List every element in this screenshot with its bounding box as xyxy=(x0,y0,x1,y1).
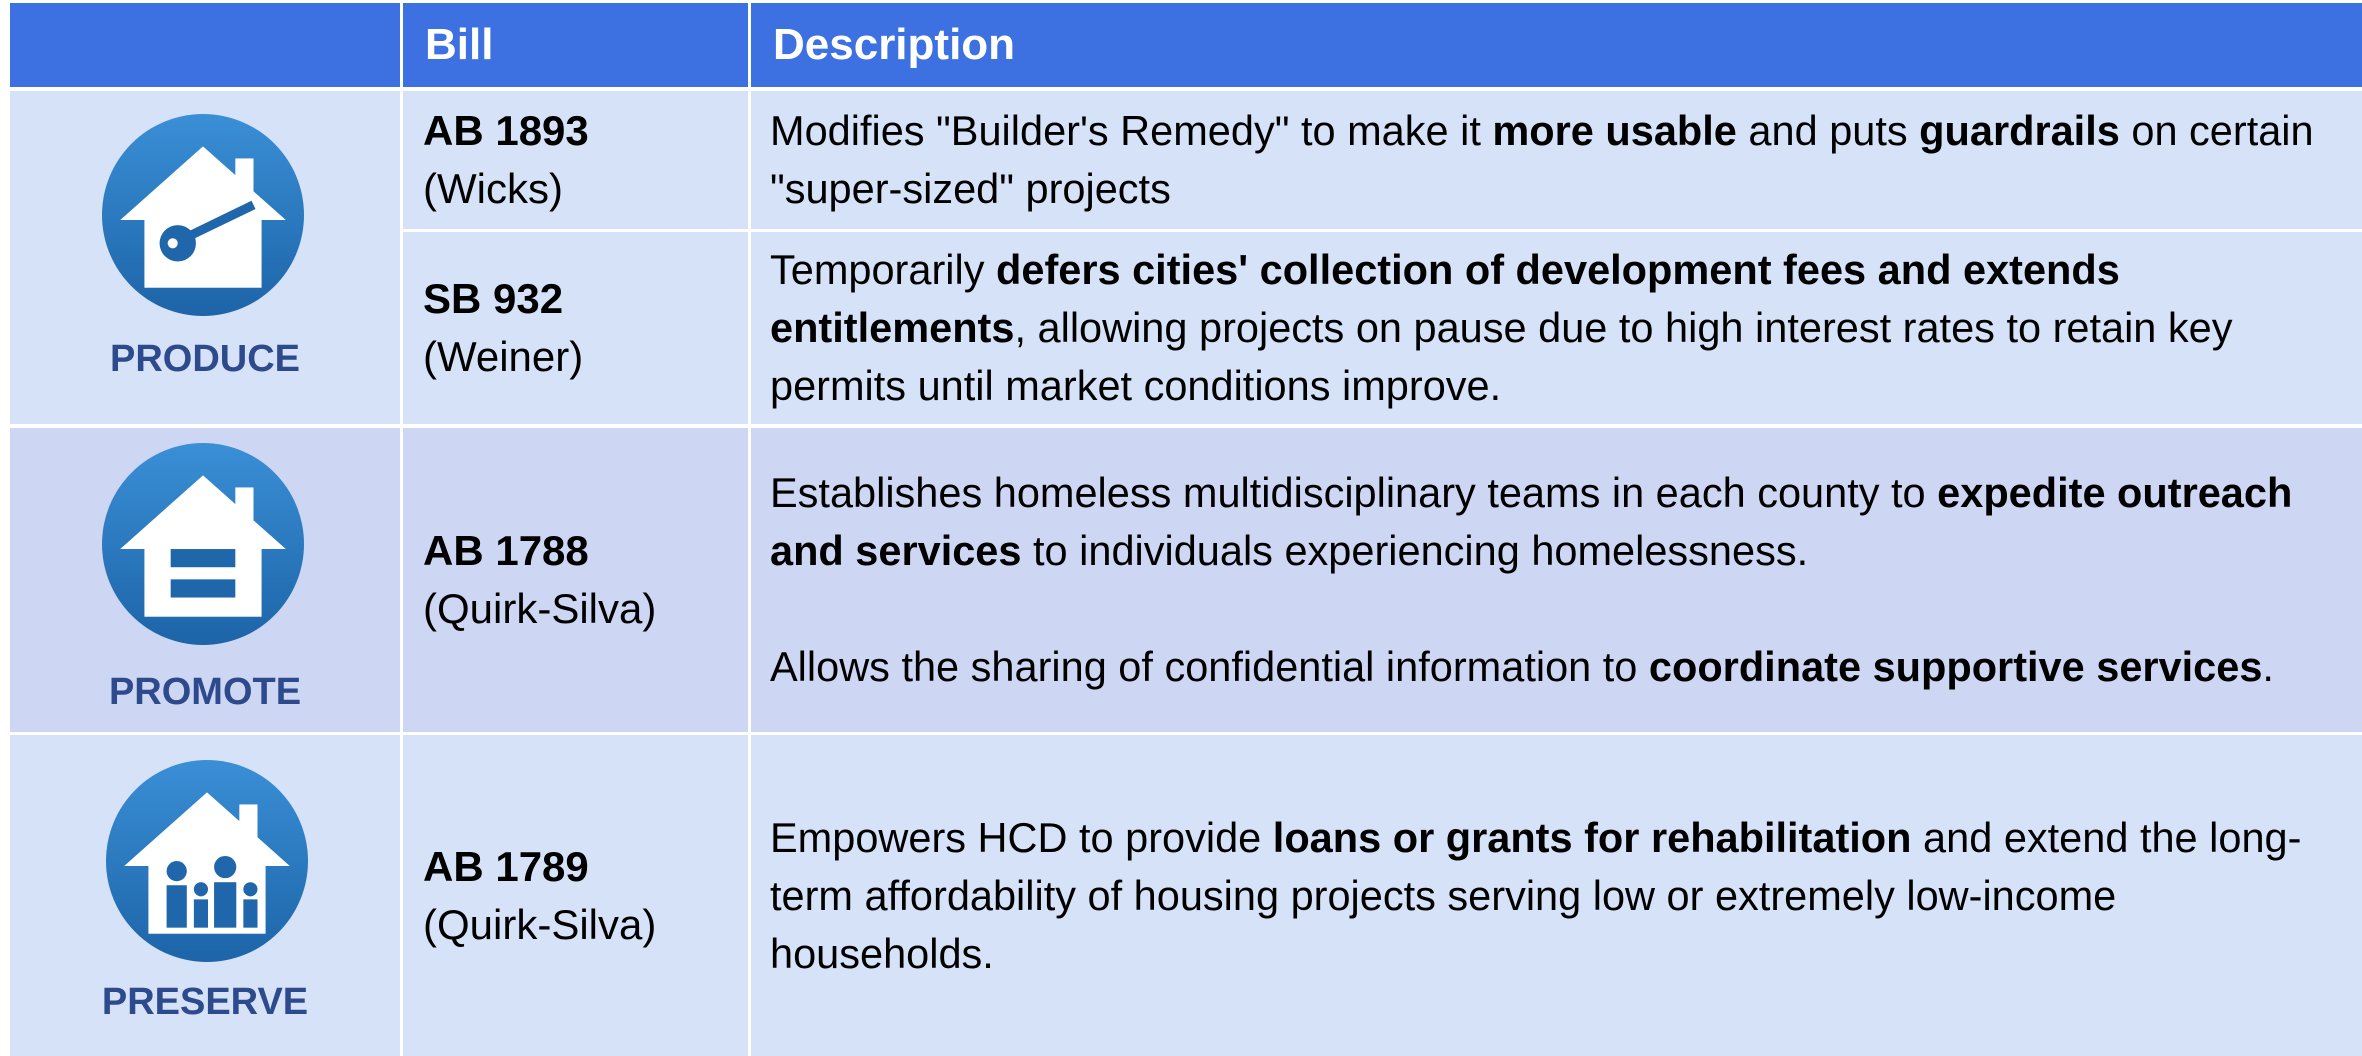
group-label: PRESERVE xyxy=(101,981,309,1023)
text-segment: to individuals experiencing homelessness… xyxy=(1021,527,1809,574)
description-cell: Empowers HCD to provide loans or grants … xyxy=(751,735,2362,1056)
bill-author: (Wicks) xyxy=(423,165,563,212)
group-label: PROMOTE xyxy=(108,671,302,713)
text-segment: expedite outreach and services xyxy=(770,469,2293,574)
group-label: PRODUCE xyxy=(109,338,301,380)
text-segment: Establishes homeless multidisciplinary t… xyxy=(770,469,1938,516)
paragraph: Establishes homeless multidisciplinary t… xyxy=(770,464,2350,580)
text-segment: and extend the long-term affordability o… xyxy=(770,813,2302,977)
text-segment: loans or grants for rehabilitation xyxy=(1272,813,1912,861)
bill-cell: AB 1893 (Wicks) xyxy=(403,91,748,229)
bill-id: AB 1788 xyxy=(423,527,589,574)
description-cell: Temporarily defers cities' collection of… xyxy=(751,232,2362,424)
bill-cell: AB 1789 (Quirk-Silva) xyxy=(403,735,748,1056)
bill-id: AB 1893 xyxy=(423,107,589,154)
text-segment: coordinate supportive services xyxy=(1648,643,2263,690)
text-segment: . xyxy=(2262,643,2274,690)
bill-cell: AB 1788 (Quirk-Silva) xyxy=(403,428,748,732)
header-cell: Bill xyxy=(403,3,748,87)
text-segment: guardrails xyxy=(1919,107,2120,154)
text-segment: , allowing projects on pause due to high… xyxy=(770,304,2233,409)
paragraph: Modifies "Builder's Remedy" to make it m… xyxy=(770,102,2350,218)
text-segment: Empowers HCD to provide xyxy=(770,813,1273,861)
text-segment: Modifies "Builder's Remedy" to make it xyxy=(770,107,1493,154)
description-cell: Modifies "Builder's Remedy" to make it m… xyxy=(751,91,2362,229)
description-cell: Establishes homeless multidisciplinary t… xyxy=(751,428,2362,732)
produce-icon xyxy=(102,114,304,316)
text-segment: Allows the sharing of confidential infor… xyxy=(770,643,1649,690)
text-segment: Temporarily xyxy=(770,246,997,293)
header-cell: Description xyxy=(751,3,2362,87)
bill-author: (Quirk-Silva) xyxy=(423,900,657,948)
bill-id: AB 1789 xyxy=(423,842,589,890)
bill-author: (Quirk-Silva) xyxy=(423,585,657,632)
text-segment: and puts xyxy=(1736,107,1920,154)
paragraph: Allows the sharing of confidential infor… xyxy=(770,638,2350,696)
bill-cell: SB 932 (Weiner) xyxy=(403,232,748,424)
text-segment: on certain "super-sized" projects xyxy=(770,107,2314,212)
paragraph: Empowers HCD to provide loans or grants … xyxy=(770,809,2350,983)
preserve-icon xyxy=(106,760,308,962)
text-segment: defers cities' collection of development… xyxy=(770,246,2120,351)
header-cell xyxy=(10,3,400,87)
promote-icon xyxy=(102,443,304,645)
bill-author: (Weiner) xyxy=(423,333,584,380)
text-segment: more usable xyxy=(1492,107,1737,154)
bill-id: SB 932 xyxy=(423,275,564,322)
paragraph: Temporarily defers cities' collection of… xyxy=(770,241,2350,415)
